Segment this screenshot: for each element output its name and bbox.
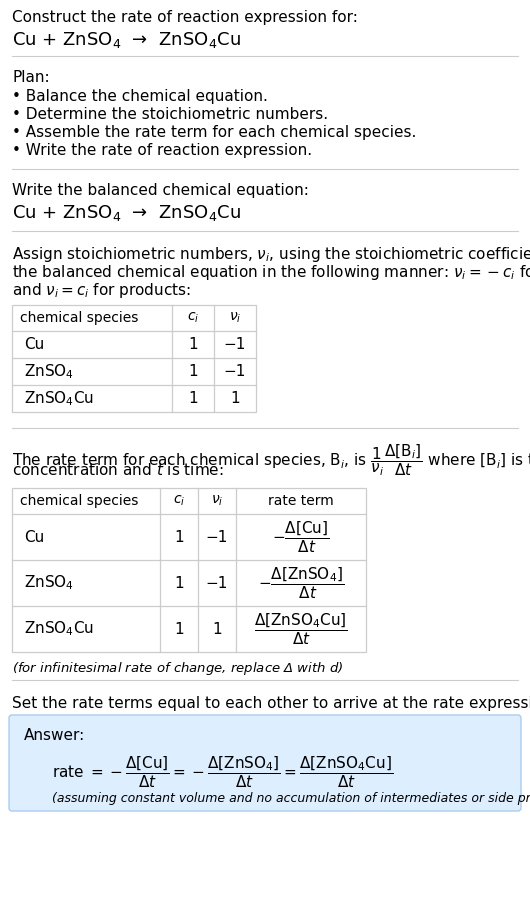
Text: • Write the rate of reaction expression.: • Write the rate of reaction expression.: [12, 143, 312, 158]
Text: Assign stoichiometric numbers, $\nu_i$, using the stoichiometric coefficients, $: Assign stoichiometric numbers, $\nu_i$, …: [12, 245, 530, 264]
Text: • Assemble the rate term for each chemical species.: • Assemble the rate term for each chemic…: [12, 125, 417, 140]
Text: Cu: Cu: [24, 529, 44, 545]
Text: 1: 1: [188, 391, 198, 406]
Text: Set the rate terms equal to each other to arrive at the rate expression:: Set the rate terms equal to each other t…: [12, 696, 530, 711]
Text: $\nu_i$: $\nu_i$: [211, 494, 223, 508]
Text: concentration and $t$ is time:: concentration and $t$ is time:: [12, 462, 224, 478]
Text: $c_i$: $c_i$: [187, 311, 199, 325]
Text: The rate term for each chemical species, B$_i$, is $\dfrac{1}{\nu_i}\dfrac{\Delt: The rate term for each chemical species,…: [12, 442, 530, 478]
Text: the balanced chemical equation in the following manner: $\nu_i = -c_i$ for react: the balanced chemical equation in the fo…: [12, 263, 530, 282]
Text: Cu + ZnSO$_4$  →  ZnSO$_4$Cu: Cu + ZnSO$_4$ → ZnSO$_4$Cu: [12, 203, 241, 223]
Text: Write the balanced chemical equation:: Write the balanced chemical equation:: [12, 183, 309, 198]
Text: Construct the rate of reaction expression for:: Construct the rate of reaction expressio…: [12, 10, 358, 25]
FancyBboxPatch shape: [9, 715, 521, 811]
Text: and $\nu_i = c_i$ for products:: and $\nu_i = c_i$ for products:: [12, 281, 191, 300]
Text: Cu: Cu: [24, 337, 44, 352]
Text: chemical species: chemical species: [20, 494, 138, 508]
Text: 1: 1: [188, 364, 198, 379]
Text: Plan:: Plan:: [12, 70, 50, 85]
Text: rate term: rate term: [268, 494, 334, 508]
Text: $\nu_i$: $\nu_i$: [229, 311, 241, 325]
Text: ZnSO$_4$Cu: ZnSO$_4$Cu: [24, 619, 94, 638]
Text: rate $= -\dfrac{\Delta[\mathrm{Cu}]}{\Delta t} = -\dfrac{\Delta[\mathrm{ZnSO_4}]: rate $= -\dfrac{\Delta[\mathrm{Cu}]}{\De…: [52, 754, 393, 790]
Text: 1: 1: [212, 621, 222, 637]
Text: −1: −1: [224, 337, 246, 352]
Text: 1: 1: [230, 391, 240, 406]
Text: 1: 1: [174, 621, 184, 637]
Text: $-\dfrac{\Delta[\mathrm{Cu}]}{\Delta t}$: $-\dfrac{\Delta[\mathrm{Cu}]}{\Delta t}$: [272, 519, 330, 555]
Text: 1: 1: [188, 337, 198, 352]
Text: ZnSO$_4$: ZnSO$_4$: [24, 574, 74, 592]
Text: ZnSO$_4$Cu: ZnSO$_4$Cu: [24, 390, 94, 408]
Text: $-\dfrac{\Delta[\mathrm{ZnSO_4}]}{\Delta t}$: $-\dfrac{\Delta[\mathrm{ZnSO_4}]}{\Delta…: [258, 565, 344, 601]
Text: ZnSO$_4$: ZnSO$_4$: [24, 362, 74, 380]
Text: • Determine the stoichiometric numbers.: • Determine the stoichiometric numbers.: [12, 107, 328, 122]
Text: chemical species: chemical species: [20, 311, 138, 325]
Text: Cu + ZnSO$_4$  →  ZnSO$_4$Cu: Cu + ZnSO$_4$ → ZnSO$_4$Cu: [12, 30, 241, 50]
Text: 1: 1: [174, 576, 184, 590]
Bar: [12, 305, 256, 412]
Text: Answer:: Answer:: [24, 728, 85, 743]
Text: −1: −1: [206, 529, 228, 545]
Text: (for infinitesimal rate of change, replace Δ with $d$): (for infinitesimal rate of change, repla…: [12, 660, 343, 677]
Text: −1: −1: [224, 364, 246, 379]
Text: −1: −1: [206, 576, 228, 590]
Text: $\dfrac{\Delta[\mathrm{ZnSO_4Cu}]}{\Delta t}$: $\dfrac{\Delta[\mathrm{ZnSO_4Cu}]}{\Delt…: [254, 611, 348, 646]
Text: (assuming constant volume and no accumulation of intermediates or side products): (assuming constant volume and no accumul…: [52, 792, 530, 805]
Bar: [12, 488, 366, 652]
Text: $c_i$: $c_i$: [173, 494, 185, 508]
Text: • Balance the chemical equation.: • Balance the chemical equation.: [12, 89, 268, 104]
Text: 1: 1: [174, 529, 184, 545]
